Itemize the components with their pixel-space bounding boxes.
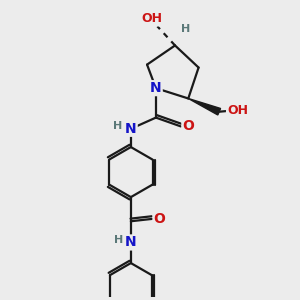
Text: N: N (125, 122, 137, 136)
Text: N: N (125, 236, 137, 250)
Polygon shape (188, 98, 220, 115)
Text: H: H (114, 235, 123, 245)
Text: OH: OH (227, 104, 248, 117)
Text: N: N (150, 81, 162, 95)
Text: O: O (154, 212, 165, 226)
Text: H: H (113, 121, 122, 131)
Text: OH: OH (141, 13, 162, 26)
Text: H: H (181, 24, 190, 34)
Text: O: O (182, 119, 194, 134)
